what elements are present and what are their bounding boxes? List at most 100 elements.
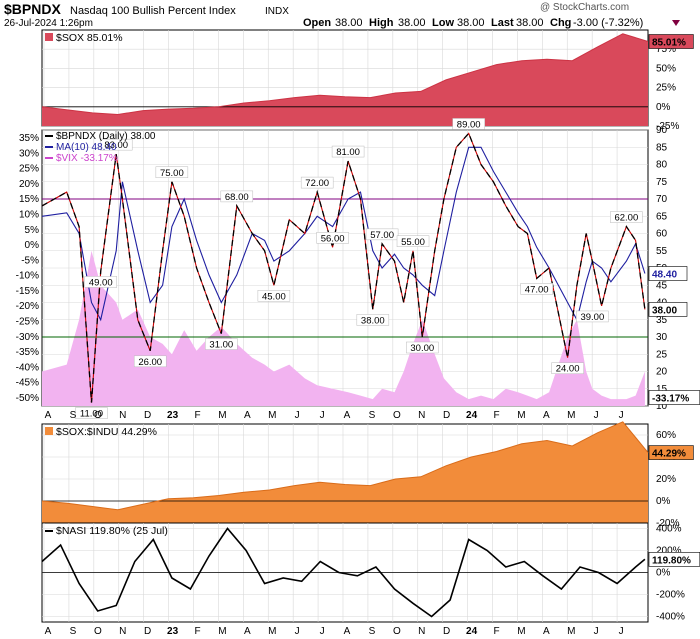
ma-line: [41, 146, 646, 322]
sox-line: [41, 33, 649, 116]
x-axis-bottom-label: N: [418, 626, 425, 637]
bp-legend-item: MA(10) 48.40: [56, 142, 117, 153]
bp-y-tick-left: 30%: [19, 148, 39, 159]
bp-price-value-box: [648, 302, 688, 317]
bp-annotation: 89.00: [457, 119, 481, 130]
ratio-legend-swatch: [45, 427, 53, 435]
bp-vix-value-label: -33.17%: [652, 394, 689, 405]
sox-y-tick: 50%: [656, 63, 676, 74]
sox-value-label: 85.01%: [652, 38, 686, 49]
nasi-y-tick: -200%: [656, 590, 685, 601]
sox-legend: $SOX 85.01%: [56, 32, 123, 44]
bp-annotation-box: [300, 176, 334, 189]
bp-y-tick-left: -25%: [16, 317, 39, 328]
bp-y-tick-right: 75: [656, 177, 668, 188]
bp-y-tick-right: 45: [656, 280, 668, 291]
bp-annotation-box: [84, 276, 117, 288]
bp-y-tick-right: 20: [656, 367, 668, 378]
index-name: Nasdaq 100 Bullish Percent Index: [70, 5, 236, 17]
x-axis-mid-label: 24: [466, 410, 478, 421]
high-value: 38.00: [398, 17, 426, 29]
x-axis-bottom-label: M: [517, 626, 525, 637]
x-axis-bottom-label: A: [45, 626, 52, 637]
open-value: 38.00: [335, 17, 363, 29]
bp-annotation-box: [257, 290, 291, 302]
x-axis-bottom-label: J: [619, 626, 624, 637]
x-axis-mid-label: M: [567, 410, 575, 421]
x-axis-mid-label: M: [268, 410, 276, 421]
bp-annotation: 11.00: [80, 409, 103, 420]
x-axis-bottom-label: D: [144, 626, 151, 637]
x-axis-mid-label: O: [94, 410, 102, 421]
nasi-value-label: 119.80%: [652, 555, 691, 566]
x-axis-bottom-label: J: [295, 626, 300, 637]
bp-annotation: 56.00: [321, 233, 345, 244]
bp-annotation-box: [133, 355, 167, 368]
watermark: @ StockCharts.com: [540, 2, 629, 13]
x-axis-mid-label: N: [418, 410, 425, 421]
x-axis-bottom-label: S: [369, 626, 376, 637]
down-triangle-icon: [672, 20, 680, 26]
bp-y-tick-left: 10%: [19, 209, 39, 220]
nasi-y-tick: 0%: [656, 568, 671, 579]
low-value: 38.00: [457, 17, 485, 29]
bp-y-tick-left: 0%: [25, 240, 40, 251]
x-axis-mid-label: D: [443, 410, 450, 421]
bp-ma-value-label: 48.40: [652, 270, 677, 281]
x-axis-mid-label: F: [493, 410, 499, 421]
ratio-legend: $SOX:$INDU 44.29%: [56, 426, 157, 438]
x-axis-bottom-label: J: [320, 626, 325, 637]
bp-y-tick-left: -10%: [16, 271, 39, 282]
x-axis-mid-label: N: [119, 410, 126, 421]
bpndx-line: [41, 132, 646, 403]
bp-annotation: 62.00: [614, 213, 638, 224]
x-axis-mid-label: D: [144, 410, 151, 421]
bp-y-tick-left: 15%: [19, 194, 39, 205]
bp-annotation-box: [316, 232, 349, 244]
x-axis-mid-label: A: [244, 410, 251, 421]
vix-area: [42, 250, 645, 406]
bp-y-tick-left: -40%: [16, 362, 39, 373]
bp-y-tick-left: -5%: [21, 255, 39, 266]
date-label: 26-Jul-2024 1:26pm: [4, 18, 93, 29]
nasi-legend: $NASI 119.80% (25 Jul): [56, 525, 168, 537]
x-axis-bottom: A S O N D 23 F M A M J J A S O N D 24 F M A M J J: [45, 626, 624, 637]
bp-annotation-box: [551, 362, 584, 374]
bp-annotation-box: [365, 228, 399, 241]
sox-value-box: [648, 34, 694, 49]
x-axis-mid-label: S: [70, 410, 77, 421]
bp-y-tick-right: 65: [656, 211, 668, 222]
bp-y-tick-right: 10: [656, 401, 668, 412]
x-axis-mid-label: J: [619, 410, 624, 421]
x-axis-mid-label: A: [543, 410, 550, 421]
bp-annotation: 31.00: [209, 340, 233, 351]
bp-y-tick-left: 25%: [19, 164, 39, 175]
bp-annotation: 75.00: [160, 168, 184, 179]
x-axis-bottom-label: M: [567, 626, 575, 637]
x-axis-bottom-label: F: [194, 626, 200, 637]
x-axis-bottom-label: A: [543, 626, 550, 637]
nasi-panel: 400% 200% 0% -200% -400% $NASI 119.80% (25 Ju…: [41, 522, 700, 623]
x-axis-bottom-label: 23: [167, 626, 179, 637]
bp-y-tick-left: -30%: [16, 332, 39, 343]
bp-legend-item: $VIX -33.17%: [56, 153, 118, 164]
bp-annotation: 72.00: [305, 178, 329, 189]
low-label: Low: [432, 17, 454, 29]
x-axis-mid-label: F: [194, 410, 200, 421]
x-axis-bottom-label: N: [119, 626, 126, 637]
sox-area: [42, 33, 648, 126]
symbol-title: $BPNDX: [4, 1, 61, 17]
sox-panel: 75% 50% 25% 0% -25% $SOX 85.01% 85.01%: [41, 29, 694, 132]
bp-y-tick-right: 55: [656, 246, 668, 257]
bp-y-tick-right: 90: [656, 125, 668, 136]
open-label: Open: [303, 17, 331, 29]
last-value: 38.00: [516, 17, 544, 29]
nasi-y-tick: -400%: [656, 612, 685, 623]
sox-indu-panel: 60%40%20%0%-20%$SOX:$INDU 44.29%44.29%: [41, 421, 694, 529]
nasi-line: [41, 527, 646, 618]
bp-annotation-box: [520, 283, 553, 295]
last-label: Last: [491, 17, 514, 29]
bp-annotation: 39.00: [580, 312, 604, 323]
bp-y-tick-left: -50%: [16, 393, 39, 404]
x-axis-mid-label: O: [393, 410, 401, 421]
